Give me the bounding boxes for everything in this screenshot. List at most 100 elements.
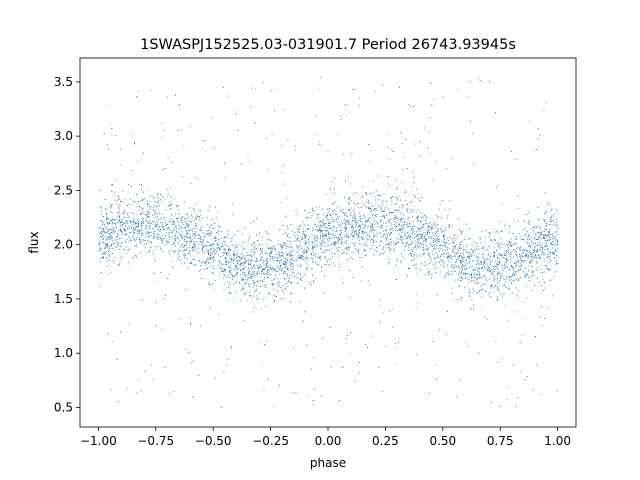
data-point — [438, 235, 440, 237]
data-point — [345, 215, 347, 217]
data-point — [133, 227, 135, 229]
data-point — [399, 239, 401, 241]
data-point — [504, 225, 506, 226]
data-point — [428, 227, 430, 229]
data-point — [282, 298, 284, 300]
data-point — [162, 123, 164, 124]
data-point — [334, 265, 336, 266]
data-point — [540, 245, 542, 247]
data-point — [484, 236, 486, 238]
data-point — [233, 254, 235, 256]
data-point — [284, 272, 286, 274]
data-point — [522, 260, 524, 262]
data-point — [556, 218, 557, 220]
data-point — [501, 295, 503, 297]
data-point — [284, 271, 286, 272]
data-point — [438, 240, 439, 242]
data-point — [219, 267, 221, 269]
data-point — [210, 254, 212, 255]
data-point — [414, 237, 415, 238]
data-point — [409, 253, 411, 254]
data-point — [557, 240, 559, 241]
data-point — [192, 250, 194, 251]
data-point — [219, 273, 221, 275]
data-point — [270, 258, 272, 259]
data-point — [468, 260, 470, 262]
data-point — [365, 237, 367, 239]
data-point — [478, 253, 480, 255]
data-point — [505, 262, 507, 263]
data-point — [455, 244, 457, 246]
data-point — [364, 216, 366, 218]
data-point — [262, 280, 263, 282]
data-point — [380, 206, 382, 208]
data-point — [514, 237, 516, 239]
data-point — [322, 245, 323, 246]
data-point — [493, 256, 495, 258]
data-point — [428, 148, 429, 149]
data-point — [514, 279, 516, 281]
data-point — [418, 234, 419, 236]
data-point — [226, 359, 228, 360]
data-point — [129, 247, 131, 249]
data-point — [192, 233, 194, 234]
data-point — [385, 207, 386, 209]
data-point — [106, 219, 108, 221]
data-point — [227, 281, 229, 283]
data-point — [99, 241, 101, 243]
data-point — [449, 236, 451, 238]
data-point — [320, 246, 322, 248]
data-point — [376, 210, 378, 211]
data-point — [232, 276, 234, 278]
data-point — [531, 266, 533, 267]
data-point — [471, 269, 473, 271]
data-point — [160, 247, 162, 249]
data-point — [188, 246, 190, 248]
data-point — [229, 257, 231, 259]
data-point — [117, 264, 119, 265]
data-point — [195, 248, 197, 250]
data-point — [500, 243, 502, 245]
data-point — [289, 269, 291, 271]
data-point — [231, 347, 233, 349]
data-point — [148, 213, 150, 215]
data-point — [463, 273, 465, 275]
data-point — [115, 226, 117, 228]
data-point — [290, 263, 292, 265]
data-point — [407, 222, 409, 223]
data-point — [427, 231, 428, 233]
data-point — [529, 120, 530, 122]
data-point — [305, 274, 306, 276]
data-point — [510, 238, 512, 240]
data-point — [147, 216, 148, 218]
data-point — [447, 256, 448, 258]
data-point — [189, 251, 190, 253]
data-point — [533, 242, 534, 244]
data-point — [248, 267, 250, 269]
data-point — [504, 254, 505, 255]
data-point — [442, 260, 444, 262]
data-point — [242, 285, 244, 287]
data-point — [130, 199, 131, 200]
data-point — [102, 222, 104, 224]
data-point — [218, 225, 220, 227]
data-point — [149, 201, 151, 203]
data-point — [403, 224, 404, 226]
data-point — [283, 261, 284, 263]
data-point — [419, 228, 421, 229]
data-point — [139, 237, 140, 239]
data-point — [334, 243, 336, 245]
data-point — [542, 230, 544, 232]
data-point — [358, 250, 360, 252]
data-point — [236, 254, 238, 256]
data-point — [350, 183, 352, 185]
data-point — [328, 209, 330, 211]
data-point — [348, 224, 350, 226]
data-point — [452, 267, 453, 269]
data-point — [479, 237, 481, 239]
data-point — [329, 223, 331, 224]
data-point — [478, 267, 480, 269]
data-point — [253, 295, 255, 297]
data-point — [177, 220, 179, 222]
data-point — [354, 88, 356, 90]
